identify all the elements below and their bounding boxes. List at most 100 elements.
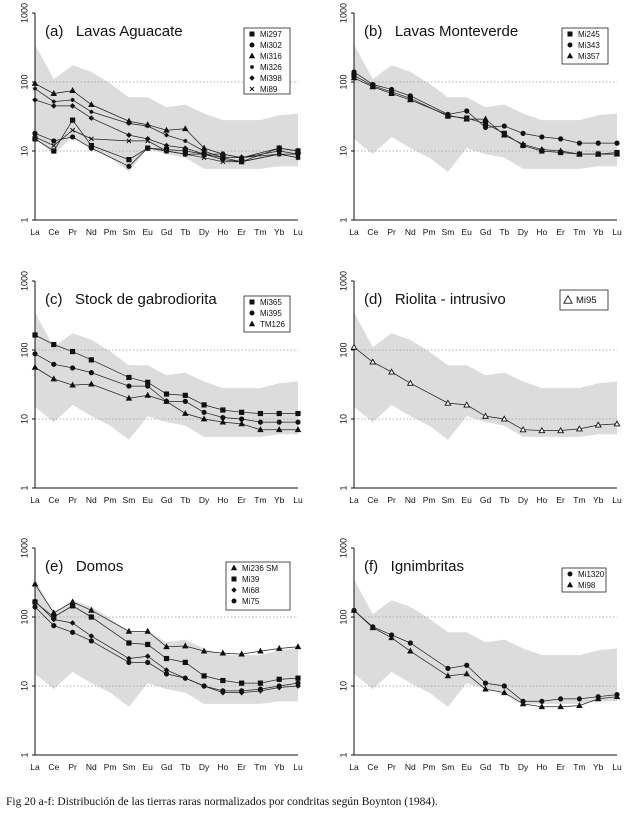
y-tick-label: 1000 xyxy=(19,3,29,23)
data-point xyxy=(69,87,76,94)
chart-title: (e) Domos xyxy=(45,558,123,575)
chondrite-envelope xyxy=(354,44,617,172)
data-point xyxy=(200,647,208,654)
x-tick-label-Sm: Sm xyxy=(123,495,136,505)
legend-marker xyxy=(249,299,255,305)
data-point xyxy=(69,348,76,355)
y-tick-label: 100 xyxy=(338,74,348,89)
x-tick-label-Gd: Gd xyxy=(480,495,492,505)
data-point xyxy=(69,603,76,609)
series-line-Mi395 xyxy=(34,353,298,423)
chart-title: (f) Ignimbritas xyxy=(364,558,464,575)
data-point xyxy=(407,640,413,646)
x-tick-label-Lu: Lu xyxy=(612,227,622,237)
data-point xyxy=(88,633,95,639)
data-point xyxy=(88,638,94,644)
x-tick-label-Tm: Tm xyxy=(573,495,585,505)
data-point xyxy=(201,673,207,679)
data-point xyxy=(464,662,470,668)
data-point xyxy=(182,675,188,681)
data-point xyxy=(32,134,38,140)
x-tick-label-Ho: Ho xyxy=(217,227,228,237)
y-tick-label: 1 xyxy=(19,217,29,222)
legend-marker xyxy=(248,52,256,59)
x-tick-label-Sm: Sm xyxy=(123,227,136,237)
legend-label: Mi297 xyxy=(260,30,282,39)
x-tick-label-Yb: Yb xyxy=(274,762,285,772)
data-point xyxy=(163,391,170,397)
data-point xyxy=(350,606,358,613)
data-point xyxy=(51,148,57,154)
data-point xyxy=(444,399,452,406)
data-point xyxy=(351,69,357,75)
data-point xyxy=(145,123,150,129)
chart-title: (a) Lavas Aguacate xyxy=(45,23,183,40)
series-line-Mi95 xyxy=(353,346,618,431)
chart-panel-6: 1 10 100 1000 La Ce Pr Nd Pm Sm Eu Gd Tb Dy Ho Er Tm Yb Lu… xyxy=(338,538,622,772)
y-tick-label: 10 xyxy=(19,681,29,691)
legend: Mi236 SM Mi39 Mi68 Mi75 xyxy=(225,561,291,611)
data-point xyxy=(501,123,507,129)
data-point xyxy=(444,111,452,118)
x-tick-label-Pr: Pr xyxy=(387,227,396,237)
x-tick-label-Lu: Lu xyxy=(293,762,303,772)
data-point xyxy=(238,650,245,657)
x-tick-label-La: La xyxy=(349,495,359,505)
y-tick-label: 1 xyxy=(338,752,348,757)
data-point xyxy=(501,689,508,696)
data-point xyxy=(501,131,508,138)
y-tick-label: 1 xyxy=(338,485,348,490)
data-point xyxy=(613,420,621,427)
data-point xyxy=(294,643,302,650)
chart-title: (b) Lavas Monteverde xyxy=(364,23,518,40)
data-point xyxy=(406,379,414,386)
data-point xyxy=(163,655,170,662)
x-tick-label-La: La xyxy=(30,495,40,505)
data-point xyxy=(445,665,451,671)
x-tick-label-Er: Er xyxy=(556,762,565,772)
data-point xyxy=(257,647,264,654)
data-point xyxy=(31,363,39,370)
legend-marker xyxy=(567,42,573,48)
data-point xyxy=(69,620,76,626)
data-point xyxy=(369,624,377,631)
data-point xyxy=(576,702,583,708)
x-tick-label-Gd: Gd xyxy=(161,762,173,772)
data-point xyxy=(239,159,245,165)
x-tick-label-Tb: Tb xyxy=(499,495,509,505)
x-tick-label-Eu: Eu xyxy=(462,762,473,772)
x-tick-label-Pm: Pm xyxy=(423,227,436,237)
x-tick-label-Pr: Pr xyxy=(68,495,77,505)
y-tick-label: 1 xyxy=(19,485,29,490)
legend: Mi1320 Mi98 xyxy=(561,567,607,593)
x-tick-label-Tb: Tb xyxy=(499,762,509,772)
data-point xyxy=(539,698,545,704)
x-tick-label-La: La xyxy=(349,762,359,772)
data-point xyxy=(558,136,564,142)
data-point xyxy=(519,140,527,147)
data-point xyxy=(220,677,226,684)
legend-marker xyxy=(250,65,254,69)
y-tick-label: 10 xyxy=(338,681,348,691)
data-point xyxy=(144,627,151,634)
data-point xyxy=(276,410,282,417)
chart-panel-3: 1 10 100 1000 La Ce Pr Nd Pm Sm Eu Gd Tb Dy Ho Er Tm Yb Lu… xyxy=(19,271,303,505)
legend-label: Mi236 SM xyxy=(242,564,278,573)
series-line-Mi236-SM xyxy=(34,583,299,655)
x-tick-label-Yb: Yb xyxy=(593,227,604,237)
data-point xyxy=(126,640,132,646)
y-tick-label: 1000 xyxy=(19,271,29,291)
data-point xyxy=(201,151,207,157)
legend-marker xyxy=(249,42,255,48)
data-point xyxy=(69,103,76,109)
chondrite-envelope xyxy=(354,579,617,707)
data-point xyxy=(275,144,283,151)
data-point xyxy=(388,89,395,96)
data-point xyxy=(558,696,564,702)
legend-label: Mi245 xyxy=(578,30,600,39)
data-point xyxy=(557,426,565,434)
data-point xyxy=(201,683,207,689)
data-point xyxy=(164,148,169,154)
data-point xyxy=(538,703,546,710)
legend-box xyxy=(559,289,609,311)
